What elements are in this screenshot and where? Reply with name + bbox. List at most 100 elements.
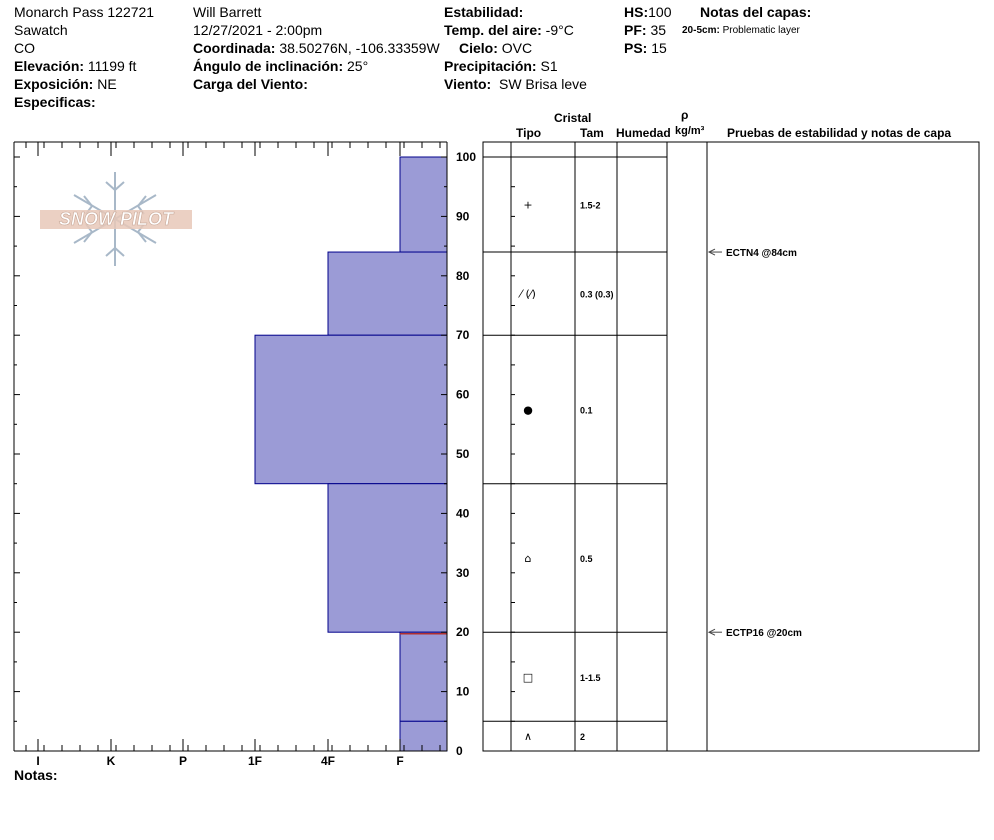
hardness-bars (254, 156, 448, 752)
test-arrowhead-1 (707, 628, 716, 636)
slope-label: Ángulo de inclinación: (193, 58, 344, 74)
hardness-label-3: 1F (248, 754, 262, 768)
layer-notes-label: Notas del capas: (700, 4, 812, 20)
specifics-label: Especificas: (14, 94, 96, 110)
crystal-size-3: 0.5 (580, 554, 593, 564)
wind-load-label: Carga del Viento: (193, 76, 308, 92)
test-label-0: ECTN4 @84cm (726, 248, 797, 259)
sky-label: Cielo: (459, 40, 498, 56)
hardness-bar-4 (399, 631, 448, 722)
snowpilot-logo: SNOW PILOT (40, 172, 192, 266)
observer: Will Barrett (193, 4, 262, 20)
pf-row: PF: 35 (624, 22, 666, 38)
wind-row: Viento: SW Brisa leve (444, 76, 587, 92)
hs-row: HS:100 (624, 4, 671, 20)
depth-label-100: 100 (456, 150, 476, 164)
crystal-symbol-1: ⁄ (⁄) (517, 288, 536, 301)
logo-banner (40, 210, 192, 229)
hardness-bar-1 (327, 251, 448, 336)
layer-note-range: 20-5cm: (682, 25, 720, 36)
aspect-row: Exposición: NE (14, 76, 117, 92)
crystal-symbol-0: + (523, 199, 532, 212)
wind-label: Viento: (444, 76, 492, 92)
crystal-size-0: 1.5-2 (580, 201, 601, 211)
logo-text: SNOW PILOT (59, 209, 175, 229)
hardness-label-2: P (179, 754, 187, 768)
air-temp-row: Temp. del aire: -9°C (444, 22, 574, 38)
ps-value: 15 (651, 40, 667, 56)
ps-label: PS: (624, 40, 648, 56)
rho-header: ρ (681, 108, 689, 122)
coordinate-label: Coordinada: (193, 40, 276, 56)
depth-label-0: 0 (456, 744, 463, 758)
depth-label-10: 10 (456, 685, 470, 699)
aspect-value: NE (97, 76, 117, 92)
density-unit-header: kg/m³ (675, 125, 705, 137)
pf-label: PF: (624, 22, 647, 38)
hardness-label-4: 4F (321, 754, 335, 768)
stability-label: Estabilidad: (444, 4, 524, 20)
hardness-bar-0 (399, 156, 448, 253)
pf-value: 35 (650, 22, 667, 38)
crystal-size-1: 0.3 (0.3) (580, 290, 614, 300)
coordinate-row: Coordinada: 38.50276N, -106.33359W (193, 40, 440, 56)
datetime: 12/27/2021 - 2:00pm (193, 22, 323, 38)
wind-value: SW Brisa leve (498, 76, 587, 92)
test-label-1: ECTP16 @20cm (726, 628, 802, 639)
ps-row: PS: 15 (624, 40, 667, 56)
crystal-header: Cristal (554, 111, 592, 125)
location-name: Monarch Pass 122721 (14, 4, 155, 20)
crystal-symbol-5: ∧ (524, 730, 532, 743)
crystal-symbol-2: ● (523, 403, 533, 416)
elevation-label: Elevación: (14, 58, 85, 74)
depth-label-60: 60 (456, 388, 470, 402)
hardness-bar-2 (254, 334, 448, 485)
layer-note-row: 20-5cm: Problematic layer (682, 25, 800, 37)
precip-row: Precipitación: S1 (444, 58, 558, 74)
crystal-size-4: 1-1.5 (580, 673, 601, 683)
air-temp-value: -9°C (545, 22, 574, 38)
mountain-range: Sawatch (14, 22, 68, 38)
crystal-size-5: 2 (580, 732, 585, 742)
depth-label-90: 90 (456, 209, 470, 223)
tests-header: Pruebas de estabilidad y notas de capa (727, 126, 952, 140)
layer-note-text: Problematic layer (722, 25, 800, 36)
elevation-row: Elevación: 11199 ft (14, 58, 136, 74)
hardness-label-1: K (107, 754, 116, 768)
depth-label-70: 70 (456, 328, 470, 342)
hardness-bar-3 (327, 483, 448, 633)
state: CO (14, 40, 35, 56)
notes-label: Notas: (14, 767, 58, 783)
elevation-value: 11199 ft (87, 58, 137, 74)
type-header: Tipo (516, 126, 542, 140)
depth-label-30: 30 (456, 566, 470, 580)
slope-row: Ángulo de inclinación: 25° (193, 58, 368, 74)
test-arrowhead-0 (707, 248, 716, 256)
crystal-size-2: 0.1 (580, 405, 593, 415)
hardness-label-0: I (36, 754, 39, 768)
air-temp-label: Temp. del aire: (444, 22, 542, 38)
precip-value: S1 (540, 58, 558, 74)
crystal-table: +1.5-2 ⁄ (⁄) 0.3 (0.3) ● 0.1 ⌂ 0.5 □ 1-1.5 ∧ 2 (482, 141, 980, 752)
aspect-label: Exposición: (14, 76, 94, 92)
depth-label-50: 50 (456, 447, 470, 461)
sky-row: Cielo: OVC (459, 40, 532, 56)
tests-panel: ECTN4 @84cm ECTP16 @20cm (707, 248, 802, 639)
crystal-symbol-4: □ (523, 671, 533, 684)
size-header: Tam (580, 126, 604, 140)
moisture-header: Humedad (616, 126, 671, 140)
depth-axis: 0 10 20 30 40 50 60 70 80 90 100 (14, 142, 476, 758)
table-frame (482, 141, 980, 752)
hs-label: HS: (624, 4, 649, 20)
coordinate-value: 38.50276N, -106.33359W (279, 40, 440, 56)
depth-label-20: 20 (456, 625, 470, 639)
precip-label: Precipitación: (444, 58, 537, 74)
hardness-label-5: F (396, 754, 403, 768)
depth-label-40: 40 (456, 506, 470, 520)
depth-label-80: 80 (456, 269, 470, 283)
crystal-symbol-3: ⌂ (525, 552, 532, 565)
slope-value: 25° (347, 58, 369, 74)
hardness-axis: I K P 1F 4F F (13, 141, 447, 768)
sky-value: OVC (501, 40, 533, 56)
